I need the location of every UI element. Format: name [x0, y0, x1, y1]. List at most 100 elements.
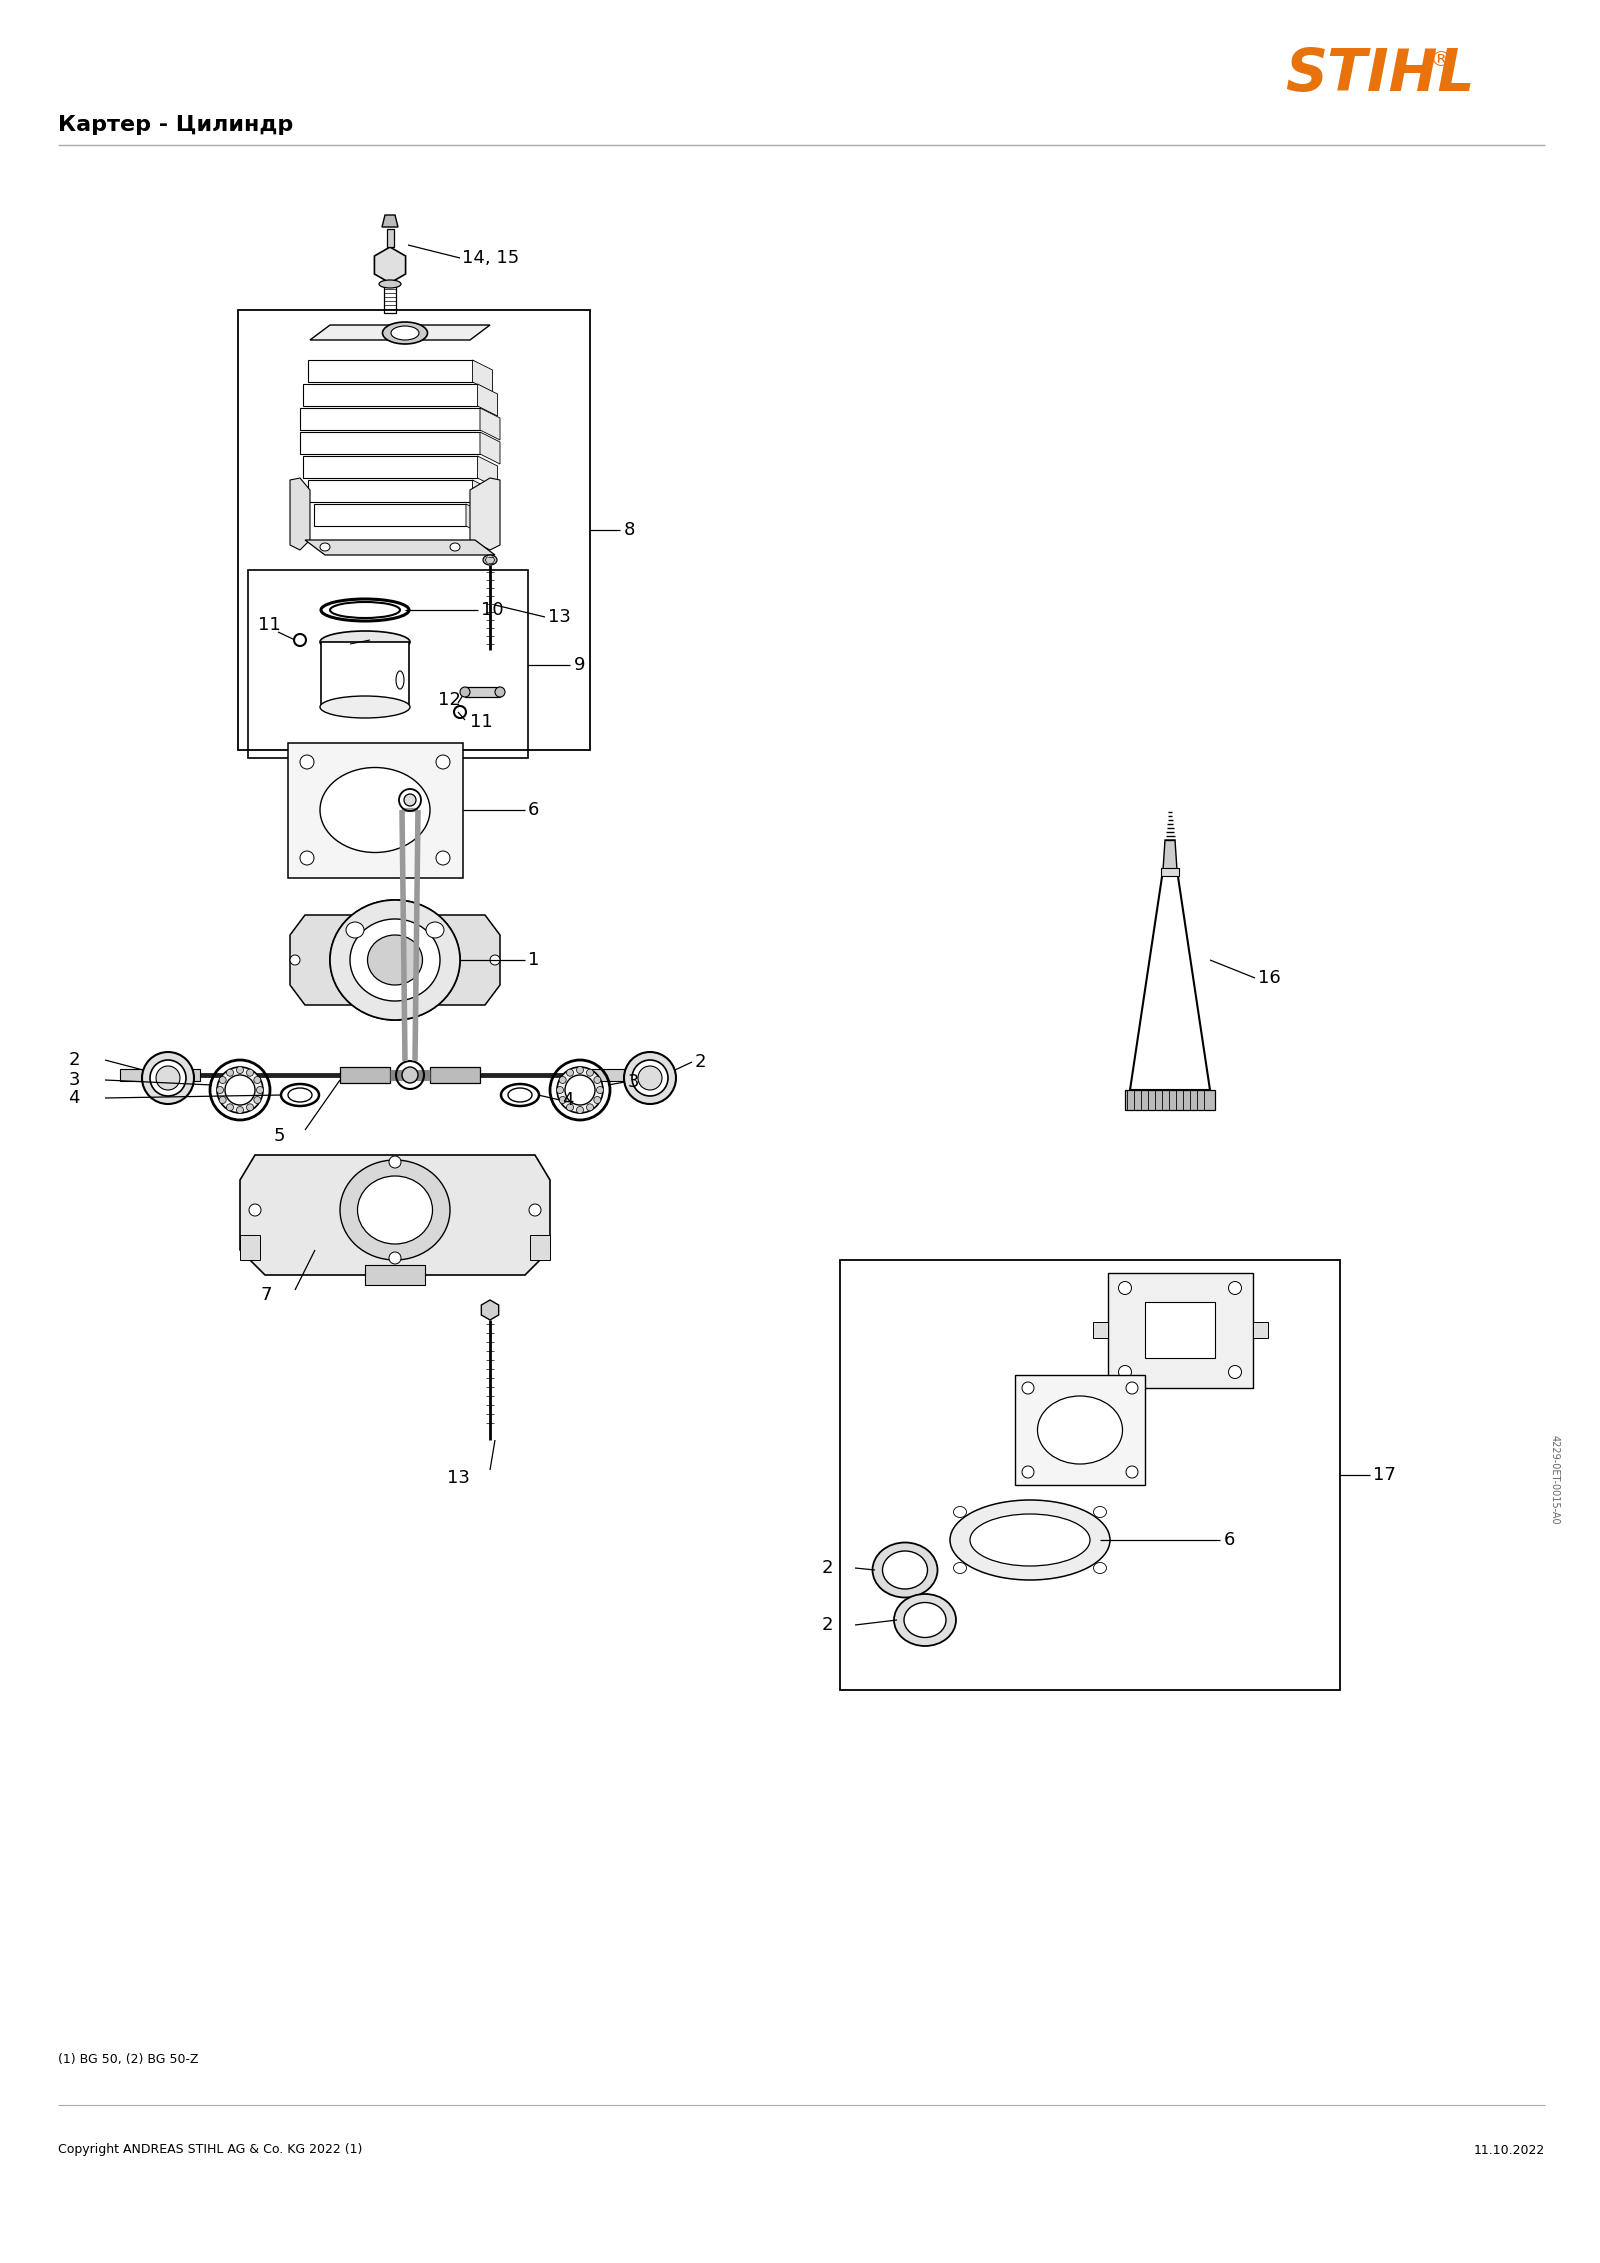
- Bar: [466, 688, 499, 697]
- Text: 6: 6: [528, 801, 539, 819]
- Polygon shape: [382, 215, 398, 226]
- Ellipse shape: [624, 1052, 675, 1104]
- Text: 4: 4: [562, 1091, 573, 1109]
- Text: (1) BG 50, (2) BG 50-Z: (1) BG 50, (2) BG 50-Z: [58, 2053, 198, 2066]
- Text: ®: ®: [1430, 50, 1453, 70]
- Ellipse shape: [357, 1177, 432, 1245]
- Ellipse shape: [638, 1066, 662, 1091]
- Ellipse shape: [254, 1098, 261, 1104]
- Text: 3: 3: [627, 1073, 640, 1091]
- Bar: [307, 360, 472, 382]
- Bar: [384, 281, 397, 312]
- Bar: [307, 480, 472, 502]
- Ellipse shape: [216, 1086, 224, 1093]
- Bar: [430, 1066, 480, 1084]
- Ellipse shape: [350, 919, 440, 1000]
- Polygon shape: [477, 385, 498, 416]
- Ellipse shape: [320, 767, 430, 853]
- Text: 2: 2: [69, 1050, 80, 1068]
- Ellipse shape: [530, 1204, 541, 1215]
- Ellipse shape: [1093, 1507, 1107, 1518]
- Text: 11.10.2022: 11.10.2022: [1474, 2143, 1546, 2157]
- Text: 14, 15: 14, 15: [462, 249, 520, 267]
- Ellipse shape: [150, 1059, 186, 1095]
- Text: 9: 9: [574, 656, 586, 674]
- Ellipse shape: [435, 756, 450, 769]
- Bar: [1162, 869, 1179, 876]
- Polygon shape: [290, 914, 499, 1005]
- Ellipse shape: [402, 1066, 418, 1084]
- Ellipse shape: [1229, 1281, 1242, 1294]
- Ellipse shape: [246, 1104, 253, 1111]
- Text: 7: 7: [261, 1285, 272, 1303]
- Bar: [302, 457, 477, 477]
- Polygon shape: [477, 457, 498, 489]
- Ellipse shape: [301, 756, 314, 769]
- Bar: [1146, 1301, 1214, 1358]
- Polygon shape: [310, 326, 490, 339]
- Polygon shape: [290, 477, 310, 550]
- Ellipse shape: [509, 1089, 531, 1102]
- Polygon shape: [472, 480, 493, 511]
- Ellipse shape: [566, 1104, 573, 1111]
- Ellipse shape: [883, 1550, 928, 1589]
- Ellipse shape: [397, 672, 403, 688]
- Ellipse shape: [954, 1507, 966, 1518]
- Polygon shape: [1130, 869, 1210, 1091]
- Ellipse shape: [320, 697, 410, 717]
- Ellipse shape: [576, 1066, 584, 1073]
- Text: Copyright ANDREAS STIHL AG & Co. KG 2022 (1): Copyright ANDREAS STIHL AG & Co. KG 2022…: [58, 2143, 362, 2157]
- Ellipse shape: [435, 851, 450, 864]
- Ellipse shape: [256, 1086, 264, 1093]
- Ellipse shape: [483, 554, 498, 566]
- Ellipse shape: [368, 935, 422, 984]
- Bar: [238, 310, 590, 749]
- Ellipse shape: [950, 1500, 1110, 1580]
- Ellipse shape: [389, 1156, 402, 1168]
- Polygon shape: [472, 360, 493, 391]
- Ellipse shape: [390, 326, 419, 339]
- Ellipse shape: [330, 901, 461, 1021]
- Polygon shape: [240, 1154, 550, 1274]
- Ellipse shape: [494, 688, 506, 697]
- Ellipse shape: [237, 1066, 243, 1073]
- Ellipse shape: [450, 543, 461, 550]
- Bar: [322, 643, 410, 706]
- Text: 6: 6: [1224, 1532, 1235, 1548]
- Bar: [1125, 1091, 1214, 1109]
- Ellipse shape: [597, 1086, 603, 1093]
- Text: 8: 8: [624, 520, 635, 539]
- Text: 10: 10: [482, 602, 504, 620]
- Polygon shape: [306, 541, 494, 554]
- Ellipse shape: [1093, 1561, 1107, 1573]
- Ellipse shape: [1126, 1466, 1138, 1478]
- Ellipse shape: [320, 631, 410, 654]
- Ellipse shape: [565, 1075, 595, 1104]
- Ellipse shape: [1229, 1365, 1242, 1378]
- Ellipse shape: [227, 1104, 234, 1111]
- Text: 12: 12: [438, 690, 461, 708]
- Ellipse shape: [904, 1602, 946, 1638]
- Ellipse shape: [490, 955, 499, 964]
- Text: 4229-0ET-0015-A0: 4229-0ET-0015-A0: [1550, 1435, 1560, 1525]
- Polygon shape: [374, 247, 405, 283]
- Bar: [248, 570, 528, 758]
- Bar: [1093, 1322, 1107, 1337]
- Ellipse shape: [320, 543, 330, 550]
- Ellipse shape: [576, 1107, 584, 1113]
- Ellipse shape: [632, 1059, 669, 1095]
- Text: 1: 1: [528, 950, 539, 969]
- Ellipse shape: [1037, 1396, 1123, 1464]
- Bar: [579, 1068, 670, 1082]
- Ellipse shape: [587, 1068, 594, 1077]
- Ellipse shape: [227, 1068, 234, 1077]
- Ellipse shape: [403, 794, 416, 806]
- Text: 2: 2: [821, 1559, 834, 1577]
- Text: 11: 11: [470, 713, 493, 731]
- Text: 17: 17: [1373, 1466, 1395, 1485]
- Ellipse shape: [350, 919, 440, 1000]
- Polygon shape: [480, 432, 499, 464]
- Ellipse shape: [379, 281, 402, 287]
- Ellipse shape: [558, 1077, 566, 1084]
- Ellipse shape: [894, 1593, 957, 1645]
